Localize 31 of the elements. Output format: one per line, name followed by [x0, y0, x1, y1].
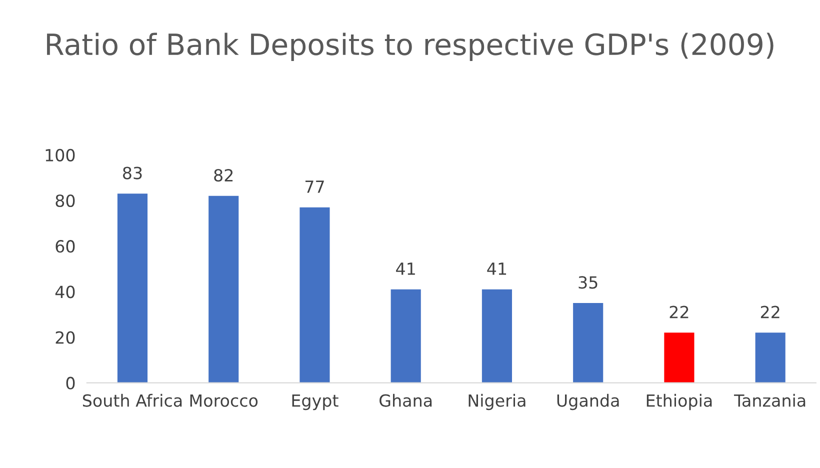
x-tick-label: Tanzania — [734, 394, 806, 407]
bar — [390, 289, 421, 383]
y-tick-label: 60 — [56, 240, 75, 253]
bar — [573, 303, 604, 383]
data-label: 22 — [760, 306, 780, 318]
y-tick-label: 20 — [56, 331, 75, 344]
x-tick-label: Morocco — [190, 394, 258, 407]
x-tick-label: Uganda — [557, 394, 619, 410]
chart-title: Ratio of Bank Deposits to respective GDP's (2009) — [47, 32, 774, 61]
y-tick-label: 40 — [55, 286, 75, 298]
bar — [208, 196, 239, 383]
y-tick-label: 80 — [56, 194, 75, 208]
bar — [755, 332, 786, 383]
y-tick-label: 0 — [66, 376, 75, 390]
bar — [117, 194, 148, 383]
x-tick-label: Egypt — [292, 394, 338, 410]
data-label: 22 — [670, 306, 688, 318]
bar — [300, 207, 330, 383]
data-label: 41 — [487, 262, 506, 275]
x-tick-label: Ghana — [380, 394, 432, 407]
x-tick-label: South Africa — [82, 394, 182, 407]
y-tick-label: 100 — [46, 148, 75, 162]
bar — [482, 289, 512, 383]
bar — [664, 332, 694, 383]
data-label: 77 — [305, 180, 324, 193]
x-tick-label: Ethiopia — [646, 394, 712, 410]
data-label: 41 — [396, 262, 415, 275]
data-label: 82 — [214, 168, 233, 182]
data-label: 35 — [578, 276, 598, 289]
data-label: 83 — [123, 166, 142, 180]
x-tick-label: Nigeria — [468, 394, 526, 410]
